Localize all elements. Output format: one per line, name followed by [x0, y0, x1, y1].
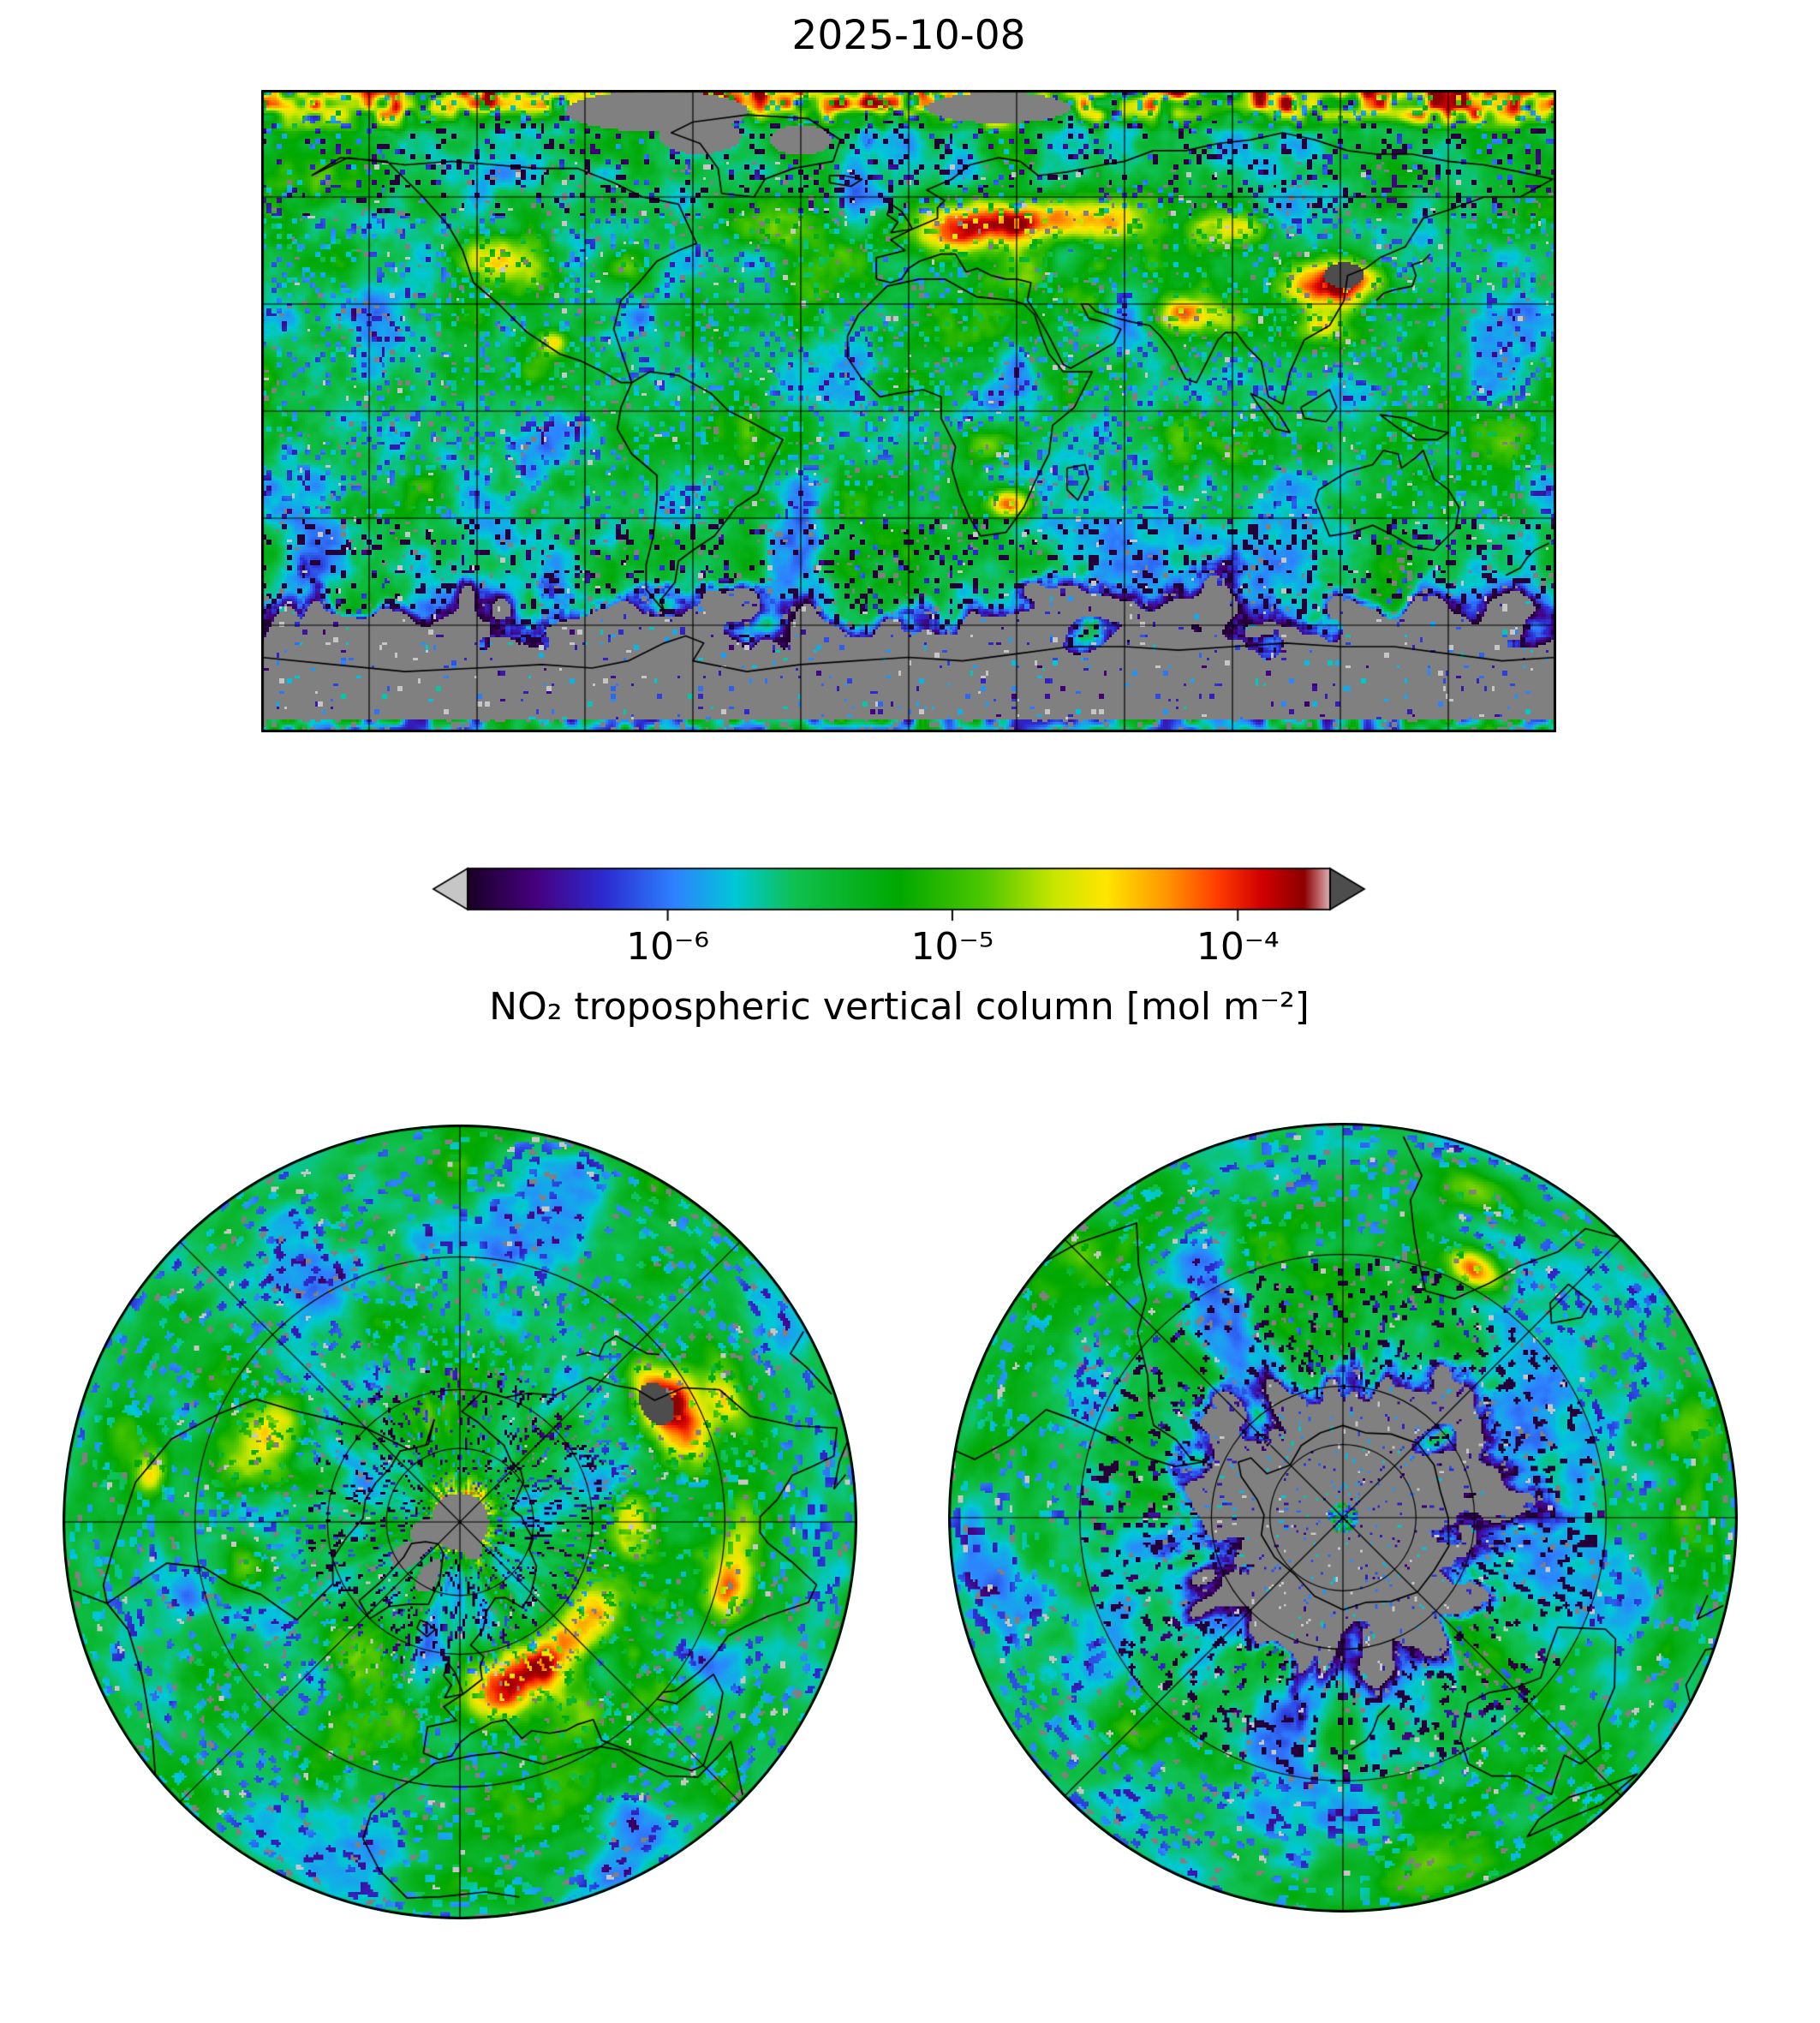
north-polar-overlay-canvas — [63, 1125, 857, 1919]
figure-title: 2025-10-08 — [791, 12, 1026, 59]
colorbar-tick-label-0: 10⁻⁶ — [626, 925, 710, 969]
south-polar-overlay-canvas — [948, 1123, 1738, 1913]
north-polar-map-panel — [63, 1125, 857, 1919]
global-map-panel — [261, 90, 1556, 732]
colorbar-tick-label-1: 10⁻⁵ — [910, 925, 994, 969]
colorbar-tick-label-2: 10⁻⁴ — [1196, 925, 1280, 969]
global-map-overlay-canvas — [261, 90, 1556, 732]
south-polar-map-panel — [948, 1123, 1738, 1913]
colorbar-label: NO₂ tropospheric vertical column [mol m⁻… — [489, 985, 1310, 1029]
colorbar-canvas — [428, 856, 1413, 935]
